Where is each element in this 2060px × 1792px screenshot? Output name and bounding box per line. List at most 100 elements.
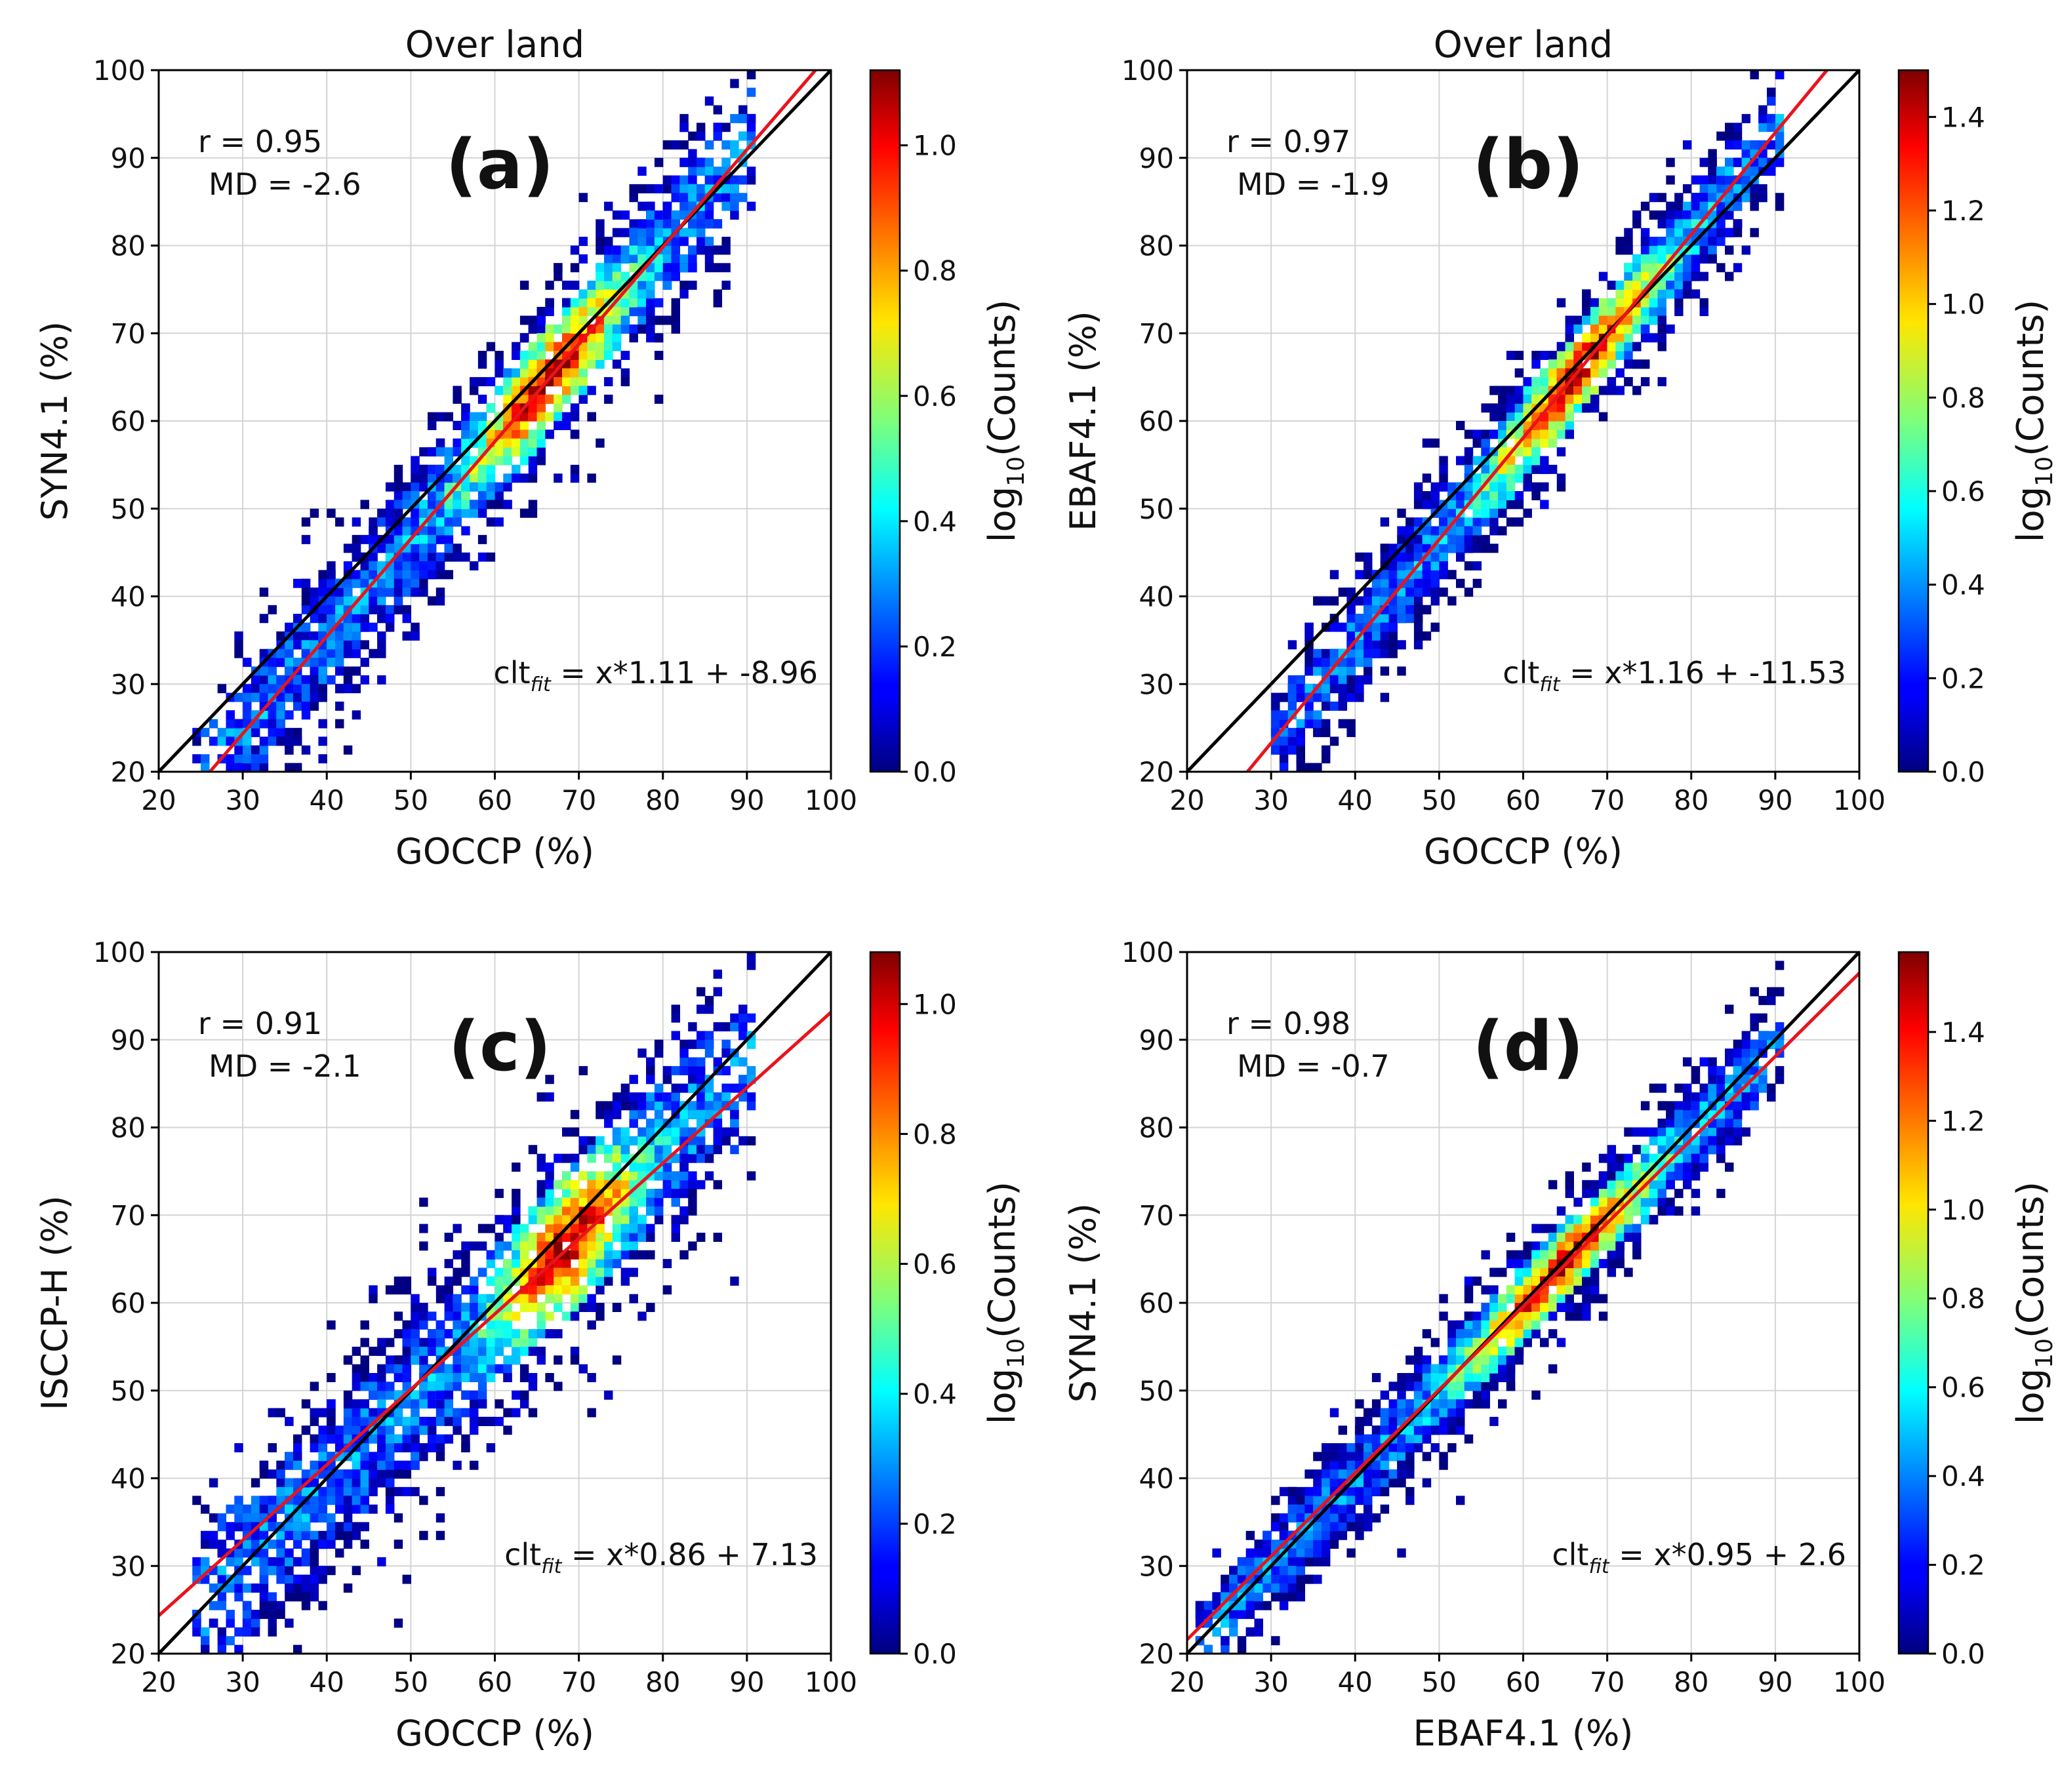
- density-cell: [251, 754, 260, 764]
- density-cell: [1430, 587, 1440, 597]
- density-cell: [746, 123, 756, 132]
- density-cell: [1733, 157, 1743, 167]
- density-cell: [461, 1285, 470, 1295]
- density-cell: [360, 1364, 369, 1374]
- density-cell: [697, 210, 706, 220]
- density-cell: [1380, 614, 1390, 624]
- density-cell: [596, 245, 605, 255]
- density-cell: [1464, 447, 1474, 457]
- density-cell: [444, 1329, 454, 1339]
- density-cell: [503, 386, 512, 395]
- density-cell: [1699, 175, 1708, 185]
- density-cell: [1556, 412, 1566, 422]
- density-cell: [528, 359, 538, 369]
- density-cell: [671, 263, 680, 273]
- density-cell: [394, 1434, 403, 1444]
- density-cell: [528, 315, 538, 325]
- density-cell: [637, 289, 647, 299]
- density-cell: [1565, 324, 1574, 334]
- density-cell: [1329, 648, 1339, 658]
- density-cell: [536, 447, 546, 457]
- density-cell: [352, 1469, 361, 1479]
- density-cell: [385, 1496, 395, 1505]
- density-cell: [335, 1530, 344, 1540]
- density-cell: [578, 237, 588, 247]
- density-cell: [234, 640, 243, 650]
- density-cell: [335, 648, 344, 658]
- density-cell: [704, 96, 714, 106]
- density-cell: [646, 307, 655, 317]
- density-cell: [394, 1364, 403, 1374]
- density-cell: [411, 1329, 420, 1339]
- density-cell: [1531, 351, 1541, 360]
- density-cell: [285, 763, 294, 772]
- density-cell: [411, 482, 420, 492]
- density-cell: [385, 1425, 395, 1435]
- density-cell: [662, 201, 672, 211]
- density-cell: [495, 456, 504, 466]
- density-cell: [243, 1627, 252, 1637]
- density-cell: [1523, 508, 1532, 518]
- density-cell: [536, 315, 546, 325]
- density-cell: [369, 570, 378, 580]
- density-cell: [192, 1557, 201, 1566]
- density-cell: [327, 578, 336, 588]
- density-cell: [385, 1338, 395, 1347]
- density-cell: [259, 666, 269, 676]
- density-cell: [352, 1346, 361, 1356]
- density-cell: [301, 534, 311, 544]
- density-cell: [1287, 702, 1297, 711]
- density-cell: [318, 684, 327, 694]
- density-cell: [629, 219, 638, 229]
- density-cell: [679, 193, 689, 203]
- density-cell: [604, 245, 613, 255]
- density-cell: [360, 640, 369, 650]
- density-cell: [276, 1610, 285, 1620]
- density-cell: [477, 1241, 487, 1251]
- density-cell: [578, 377, 588, 387]
- density-cell: [486, 377, 496, 387]
- density-cell: [1313, 596, 1322, 606]
- density-cell: [352, 1382, 361, 1391]
- density-cell: [234, 1504, 243, 1514]
- density-cell: [192, 1627, 201, 1637]
- density-cell: [1725, 123, 1734, 132]
- density-cell: [217, 1513, 227, 1523]
- density-cell: [1346, 675, 1356, 685]
- density-cell: [612, 307, 622, 317]
- density-cell: [428, 1311, 437, 1321]
- density-cell: [1657, 342, 1666, 351]
- density-cell: [1279, 745, 1289, 755]
- density-cell: [1640, 307, 1650, 317]
- density-cell: [704, 245, 714, 255]
- density-cell: [234, 719, 243, 728]
- density-cell: [536, 429, 546, 439]
- density-cell: [1556, 298, 1566, 308]
- density-cell: [343, 1496, 353, 1505]
- density-cell: [470, 412, 479, 422]
- density-cell: [1657, 333, 1666, 343]
- density-cell: [1322, 745, 1331, 755]
- density-cell: [259, 1469, 269, 1479]
- density-cell: [435, 561, 445, 570]
- density-cell: [385, 1486, 395, 1496]
- colorbar-tick-label: 0.0: [913, 756, 957, 788]
- density-cell: [1556, 447, 1566, 457]
- density-cell: [402, 1399, 411, 1409]
- density-cell: [1296, 719, 1305, 728]
- density-cell: [1682, 263, 1692, 273]
- density-cell: [428, 570, 437, 580]
- density-cell: [243, 1583, 252, 1593]
- density-cell: [285, 1460, 294, 1470]
- density-cell: [1582, 298, 1591, 308]
- density-cell: [293, 578, 302, 588]
- density-cell: [453, 1408, 462, 1418]
- density-cell: [435, 552, 445, 562]
- density-cell: [385, 500, 395, 509]
- density-cell: [301, 640, 311, 650]
- density-cell: [512, 342, 521, 351]
- density-cell: [596, 342, 605, 351]
- y-tick-label: 70: [111, 317, 146, 349]
- density-cell: [276, 648, 285, 658]
- density-cell: [1691, 245, 1701, 255]
